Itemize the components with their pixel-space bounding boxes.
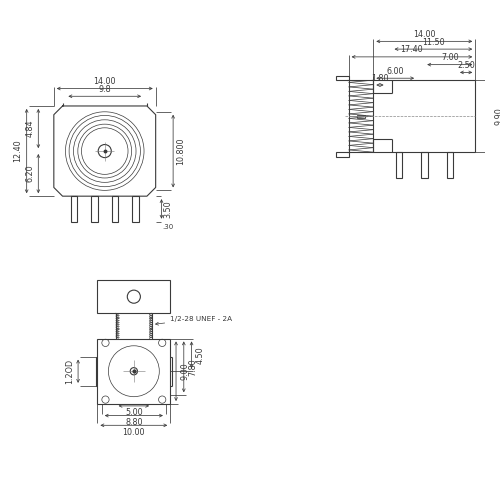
Text: 1.2OD: 1.2OD <box>64 358 74 384</box>
Text: .30: .30 <box>162 224 173 230</box>
Bar <box>92 196 98 222</box>
Text: 17.40: 17.40 <box>400 46 423 54</box>
Bar <box>421 152 428 178</box>
Text: 4.84: 4.84 <box>26 120 35 138</box>
Text: 9.00: 9.00 <box>180 362 190 380</box>
Text: 7.00: 7.00 <box>441 53 458 62</box>
Text: 1.80: 1.80 <box>371 74 388 82</box>
Text: 5.00: 5.00 <box>125 408 142 418</box>
Text: 8.80: 8.80 <box>125 418 142 427</box>
Bar <box>132 196 138 222</box>
Text: 10.00: 10.00 <box>122 428 145 436</box>
Text: 6.20: 6.20 <box>26 165 35 182</box>
Bar <box>374 80 475 152</box>
Text: 12.40: 12.40 <box>14 140 22 162</box>
Bar <box>112 196 118 222</box>
Text: 3.50: 3.50 <box>164 200 173 218</box>
Text: 4.50: 4.50 <box>196 346 205 364</box>
Bar <box>446 152 453 178</box>
Text: 6.00: 6.00 <box>386 67 404 76</box>
Bar <box>336 76 348 80</box>
Text: 10.800: 10.800 <box>176 138 186 165</box>
Text: 1/2-28 UNEF - 2A: 1/2-28 UNEF - 2A <box>156 316 232 325</box>
Text: 7.80: 7.80 <box>188 358 197 376</box>
Text: 11.50: 11.50 <box>422 38 444 46</box>
Text: 9.8: 9.8 <box>98 85 111 94</box>
Bar <box>98 280 170 313</box>
Bar <box>396 152 402 178</box>
Bar <box>71 196 78 222</box>
Text: 14.00: 14.00 <box>94 77 116 86</box>
Text: 14.00: 14.00 <box>413 30 436 39</box>
Bar <box>358 114 364 117</box>
Bar <box>98 338 170 404</box>
Text: 9.90: 9.90 <box>494 108 500 125</box>
Bar <box>336 152 348 156</box>
Text: 2.50: 2.50 <box>458 61 475 70</box>
